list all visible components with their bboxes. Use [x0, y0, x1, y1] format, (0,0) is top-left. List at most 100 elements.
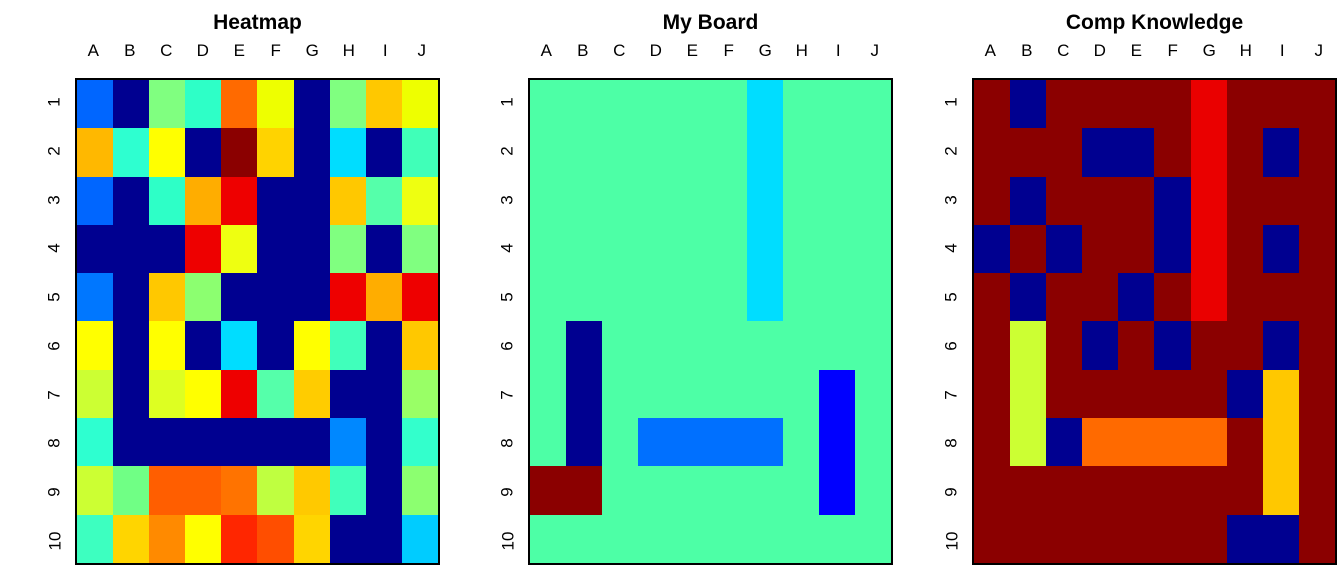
- heatmap-cell-F10: [1154, 514, 1191, 563]
- heatmap-cell-D1: [638, 80, 675, 129]
- heatmap-grid: [528, 78, 893, 565]
- heatmap-cell-E9: [674, 466, 711, 515]
- heatmap-panel-comp-knowledge: Comp Knowledge A B C D E F G H I J 1 2 3 4 5 6 7 8 9 10: [942, 0, 1337, 576]
- chart-title: Comp Knowledge: [1065, 11, 1244, 34]
- x-tick-label: D: [649, 41, 662, 60]
- heatmap-cell-H7: [1226, 369, 1263, 419]
- y-tick-label: 4: [45, 243, 64, 254]
- y-tick-label: 7: [45, 389, 64, 400]
- x-tick-label: I: [1279, 41, 1285, 60]
- heatmap-cell-H2: [329, 128, 366, 177]
- heatmap-cell-A2: [77, 128, 114, 177]
- heatmap-cell-B7: [566, 369, 603, 419]
- x-tick-label: I: [382, 41, 388, 60]
- heatmap-cell-J5: [401, 273, 438, 322]
- heatmap-cell-B7: [1010, 369, 1047, 419]
- heatmap-cell-B8: [113, 418, 150, 467]
- heatmap-cell-I8: [1262, 418, 1299, 467]
- y-tick-label: 8: [498, 438, 517, 448]
- heatmap-cell-A3: [974, 176, 1011, 225]
- heatmap-cell-H10: [782, 514, 819, 563]
- heatmap-cell-F5: [1154, 273, 1191, 322]
- heatmap-cell-I5: [1262, 273, 1299, 322]
- heatmap-cell-I2: [365, 128, 402, 177]
- heatmap-cell-H6: [329, 321, 366, 370]
- heatmap-cell-F1: [257, 80, 294, 129]
- heatmap-cell-I4: [365, 224, 402, 274]
- heatmap-cell-I10: [365, 514, 402, 563]
- heatmap-cell-E10: [1118, 514, 1155, 563]
- heatmap-cell-F8: [257, 418, 294, 467]
- heatmap-cell-E2: [1118, 128, 1155, 177]
- heatmap-cell-D7: [185, 369, 222, 419]
- y-tick-label: 3: [498, 195, 517, 205]
- heatmap-cell-C10: [1046, 514, 1083, 563]
- x-tick-label: A: [87, 41, 99, 60]
- y-tick-label: 5: [45, 292, 64, 302]
- heatmap-cell-D5: [185, 273, 222, 322]
- heatmap-cell-B1: [566, 80, 603, 129]
- heatmap-cell-J2: [854, 128, 891, 177]
- heatmap-cell-F10: [257, 514, 294, 563]
- heatmap-cell-I6: [818, 321, 855, 370]
- heatmap-cell-F1: [1154, 80, 1191, 129]
- heatmap-cell-J3: [854, 176, 891, 225]
- y-tick-label: 1: [942, 97, 961, 108]
- heatmap-cell-J6: [854, 321, 891, 370]
- heatmap-cell-E2: [221, 128, 258, 177]
- heatmap-cell-E4: [221, 224, 258, 274]
- heatmap-cell-G8: [293, 418, 330, 467]
- heatmap-cell-A2: [530, 128, 567, 177]
- y-tick-label: 10: [44, 531, 64, 551]
- heatmap-cell-J1: [854, 80, 891, 129]
- heatmap-cell-E1: [1118, 80, 1155, 129]
- heatmap-cell-E9: [1118, 466, 1155, 515]
- heatmap-cell-H3: [329, 176, 366, 225]
- heatmap-cell-I7: [365, 369, 402, 419]
- heatmap-cell-D5: [1082, 273, 1119, 322]
- heatmap-cell-J8: [854, 418, 891, 467]
- heatmap-cell-D9: [638, 466, 675, 515]
- heatmap-cell-F2: [257, 128, 294, 177]
- heatmap-cell-A7: [77, 369, 114, 419]
- heatmap-cell-G2: [293, 128, 330, 177]
- heatmap-cell-H7: [782, 369, 819, 419]
- heatmap-cell-C9: [1046, 466, 1083, 515]
- heatmap-cell-F3: [710, 176, 747, 225]
- heatmap-cell-D4: [1082, 224, 1119, 274]
- heatmap-cell-D10: [1082, 514, 1119, 563]
- heatmap-cell-H6: [782, 321, 819, 370]
- heatmap-cell-C7: [602, 369, 639, 419]
- heatmap-cell-E3: [1118, 176, 1155, 225]
- heatmap-cell-E5: [674, 273, 711, 322]
- heatmap-cell-I2: [818, 128, 855, 177]
- heatmap-cell-H6: [1226, 321, 1263, 370]
- x-tick-label: A: [540, 41, 552, 60]
- heatmap-cell-G4: [293, 224, 330, 274]
- heatmap-cell-I10: [1262, 514, 1299, 563]
- heatmap-cell-E6: [674, 321, 711, 370]
- heatmap-cell-B6: [113, 321, 150, 370]
- x-tick-label: B: [1021, 41, 1033, 60]
- heatmap-cell-B10: [566, 514, 603, 563]
- heatmap-cell-C10: [602, 514, 639, 563]
- heatmap-cell-E8: [1118, 418, 1155, 467]
- heatmap-cell-G3: [746, 176, 783, 225]
- heatmap-cell-G7: [293, 369, 330, 419]
- heatmap-cell-I1: [1262, 80, 1299, 129]
- heatmap-cell-B9: [566, 466, 603, 515]
- heatmap-cell-E9: [221, 466, 258, 515]
- heatmap-cell-D2: [1082, 128, 1119, 177]
- heatmap-cell-G2: [1190, 128, 1227, 177]
- heatmap-cell-D2: [185, 128, 222, 177]
- x-tick-label: J: [1314, 41, 1324, 60]
- heatmap-cell-H1: [1226, 80, 1263, 129]
- heatmap-cell-I1: [818, 80, 855, 129]
- heatmap-cell-B2: [1010, 128, 1047, 177]
- heatmap-cell-J1: [1298, 80, 1335, 129]
- heatmap-cell-I2: [1262, 128, 1299, 177]
- heatmap-cell-C6: [149, 321, 186, 370]
- heatmap-cell-B10: [113, 514, 150, 563]
- heatmap-cell-E7: [1118, 369, 1155, 419]
- heatmap-cell-C3: [149, 176, 186, 225]
